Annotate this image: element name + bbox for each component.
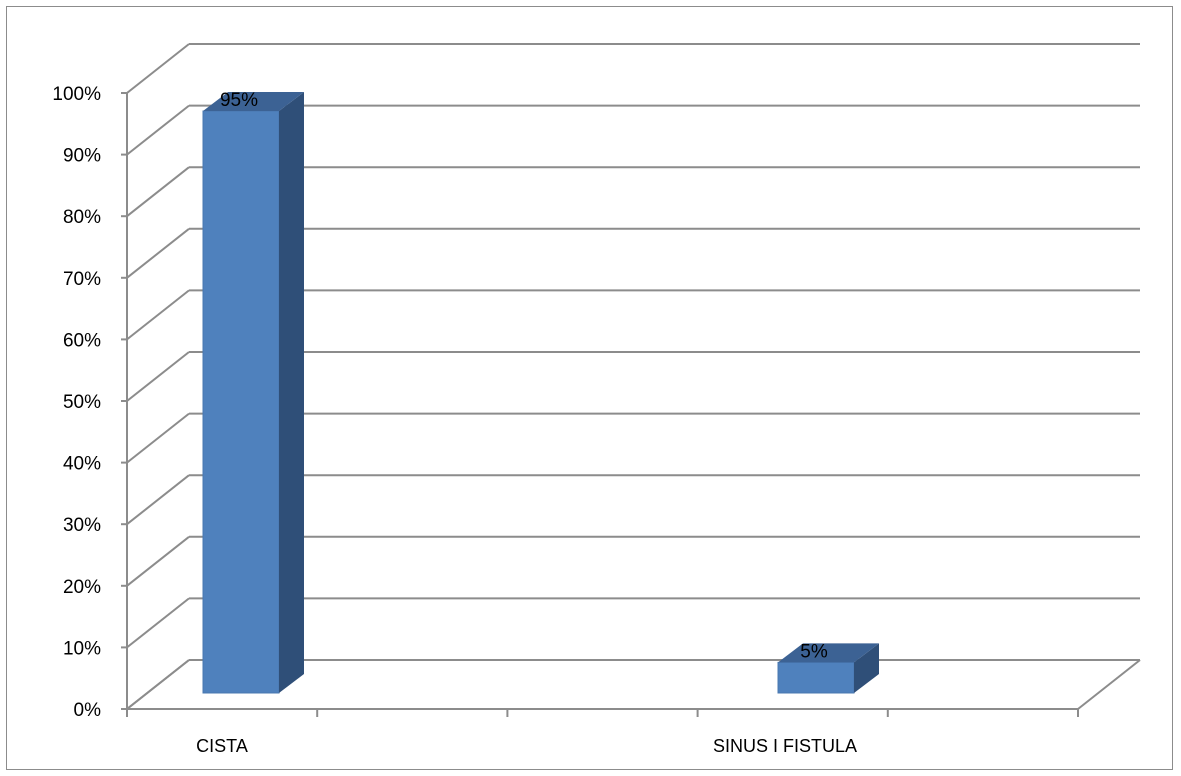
y-tick-label: 90% <box>63 146 101 167</box>
side-gridline <box>126 412 190 464</box>
y-tick-label: 80% <box>63 207 101 228</box>
data-label: 95% <box>220 90 258 111</box>
bar-front <box>202 110 280 694</box>
y-tick-label: 30% <box>63 515 101 536</box>
y-tick-label: 0% <box>74 700 102 721</box>
side-gridline <box>126 43 190 94</box>
side-gridline <box>126 166 190 217</box>
data-label: 5% <box>800 641 828 662</box>
y-tick-label: 10% <box>63 638 101 659</box>
side-gridline <box>126 597 190 649</box>
y-tick-label: 50% <box>63 392 101 413</box>
side-gridline <box>126 351 190 402</box>
y-tick-label: 60% <box>63 330 101 351</box>
category-label: CISTA <box>196 736 248 756</box>
y-tick-label: 100% <box>52 84 101 105</box>
bar-side <box>854 643 879 693</box>
side-gridline <box>126 474 190 525</box>
gridlines <box>126 43 1140 710</box>
category-label: SINUS I FISTULA <box>713 736 857 756</box>
side-gridline <box>126 536 190 587</box>
y-tick-label: 20% <box>63 577 101 598</box>
y-tick-label: 70% <box>63 269 101 290</box>
bars <box>202 92 879 694</box>
y-tick-label: 40% <box>63 454 101 475</box>
bar-front <box>777 661 855 694</box>
bar-top <box>778 643 879 663</box>
bar-top <box>203 92 304 111</box>
floor-right-edge <box>1077 659 1141 710</box>
axes <box>121 92 1079 717</box>
side-gridline <box>126 289 190 341</box>
side-gridline <box>126 104 190 156</box>
labels: 0% 10% 20% 30% 40% 50% 60% 70% 80% 90% 100% 95% CIST… <box>52 84 857 756</box>
side-gridline <box>126 228 190 279</box>
bar-side <box>279 92 304 693</box>
chart-frame <box>6 6 1173 770</box>
side-gridline <box>126 659 190 710</box>
